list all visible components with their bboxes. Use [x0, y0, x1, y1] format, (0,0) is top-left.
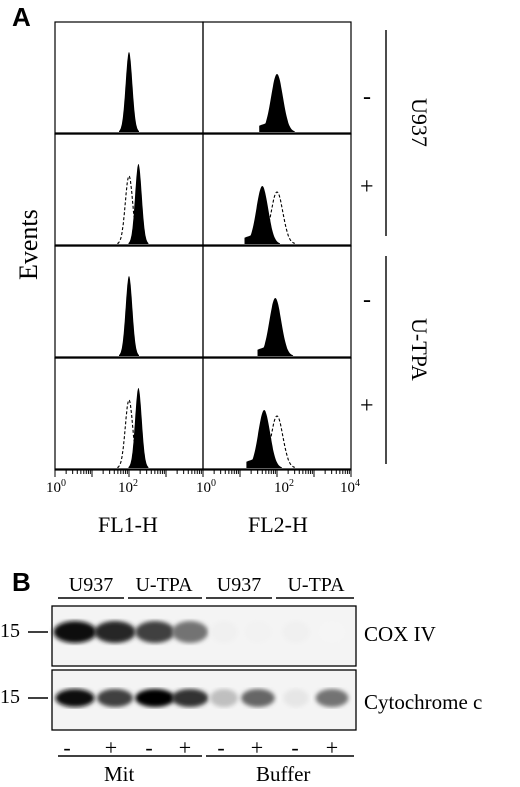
blot-band [135, 621, 175, 643]
marker-15-cyt: 15 [0, 686, 20, 708]
blot-band [171, 621, 209, 643]
blot-band [53, 621, 97, 643]
dashed-control-histogram [258, 191, 295, 245]
lane-group-4: U-TPA [287, 574, 345, 596]
lane-sign-3: - [145, 735, 153, 760]
tick-label-fl2-1e0: 100 [196, 478, 216, 496]
bottom-group-mit: Mit [104, 762, 135, 786]
dashed-control-histogram [258, 415, 295, 469]
panel-b-letter: B [12, 567, 31, 597]
filled-histogram [244, 186, 281, 244]
blot-band [282, 621, 310, 643]
row-sign-1: - [363, 84, 371, 110]
blot-band [97, 689, 133, 707]
tick-label-fl2-1e4: 104 [340, 478, 360, 496]
tick-label-fl1-1e0: 100 [46, 478, 66, 496]
lane-group-1: U937 [68, 574, 114, 596]
filled-histogram [119, 276, 139, 356]
filled-histogram [246, 410, 282, 468]
blot-label-cytochrome-c: Cytochrome c [364, 690, 483, 714]
filled-histogram [257, 298, 294, 356]
x-axis-label-fl1: FL1-H [98, 512, 158, 537]
x-axis-label-fl2: FL2-H [248, 512, 308, 537]
tick-label-fl1-1e2: 102 [118, 478, 138, 496]
lane-sign-7: - [291, 735, 299, 760]
blot-band [135, 689, 175, 707]
blot-band [315, 689, 349, 707]
marker-15-cox: 15 [0, 620, 20, 642]
filled-histogram [119, 52, 139, 132]
bottom-group-buffer: Buffer [256, 762, 311, 786]
blot-band [94, 621, 136, 643]
row-sign-3: - [363, 287, 371, 313]
lane-sign-2: + [104, 735, 118, 760]
blot-band [55, 689, 95, 707]
blot-band [241, 689, 275, 707]
filled-histogram [259, 74, 295, 132]
blot-label-cox-iv: COX IV [364, 622, 436, 646]
filled-histogram [128, 388, 149, 468]
row-sign-2: + [360, 174, 374, 200]
panel-a-letter: A [12, 2, 31, 32]
blot-band [283, 689, 309, 707]
lane-sign-6: + [250, 735, 264, 760]
lane-sign-1: - [63, 735, 71, 760]
row-sign-4: + [360, 393, 374, 419]
filled-histogram [128, 164, 149, 244]
blot-band [210, 689, 238, 707]
blot-band [244, 621, 272, 643]
lane-group-2: U-TPA [135, 574, 193, 596]
blot-band [318, 621, 346, 643]
lane-sign-4: + [178, 735, 192, 760]
lane-sign-5: - [217, 735, 225, 760]
lane-group-3: U937 [216, 574, 262, 596]
lane-sign-8: + [325, 735, 339, 760]
blot-band [210, 621, 238, 643]
tick-label-fl2-1e2: 102 [274, 478, 294, 496]
blot-band [171, 689, 209, 707]
